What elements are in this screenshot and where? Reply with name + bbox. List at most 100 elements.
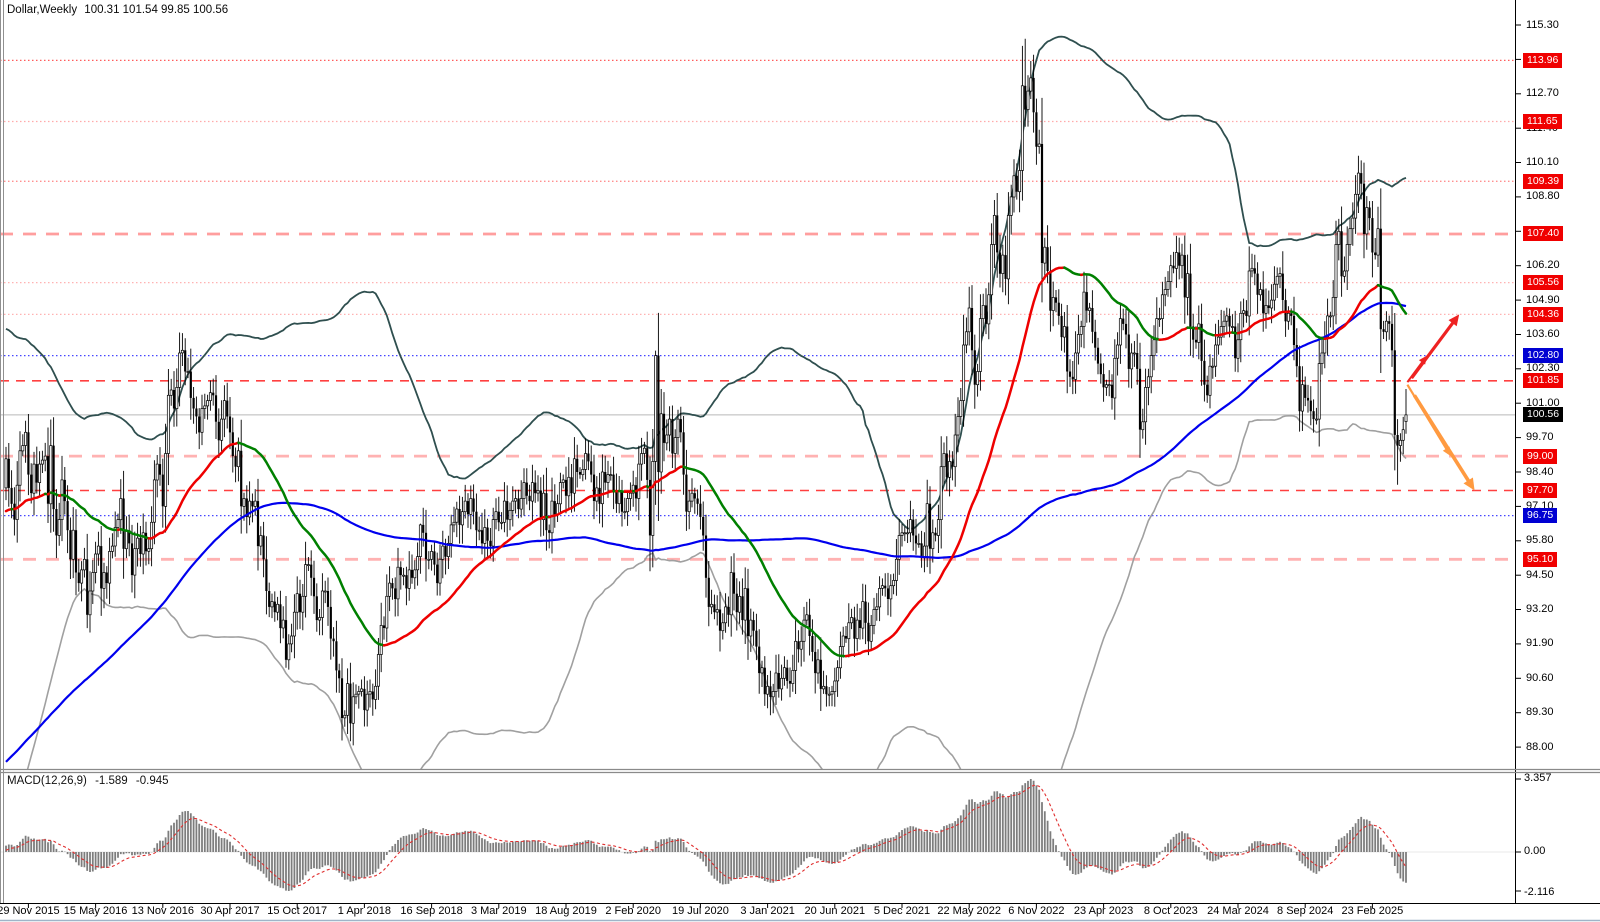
projection-arrowhead-1	[1448, 314, 1460, 327]
trend-ma-segment	[1236, 310, 1293, 335]
candle-wicks	[5, 38, 1407, 746]
bollinger-lower-band	[26, 414, 1407, 769]
price-badge-99.00: 99.00	[1523, 448, 1558, 464]
date-label-3-Jan-2021: 3 Jan 2021	[740, 905, 795, 917]
moving-averages	[4, 266, 1408, 763]
date-label-8-Oct-2023: 8 Oct 2023	[1143, 905, 1198, 917]
macd-axis-min: -2.116	[1524, 886, 1555, 898]
date-label-23-Apr-2023: 23 Apr 2023	[1073, 905, 1134, 917]
date-label-19-Jul-2020: 19 Jul 2020	[671, 905, 729, 917]
trend-ma-segment	[237, 441, 386, 647]
date-label-23-Feb-2025: 23 Feb 2025	[1341, 905, 1404, 917]
date-label-6-Nov-2022: 6 Nov 2022	[1008, 905, 1065, 917]
ohlc-values: 100.31 101.54 99.85 100.56	[84, 4, 229, 16]
price-badge-95.10: 95.10	[1523, 551, 1558, 567]
price-tick-103.60: 103.60	[1526, 327, 1560, 340]
trend-ma-segment	[648, 465, 685, 490]
date-label-18-Aug-2019: 18 Aug 2019	[535, 905, 597, 917]
chart-title: Dollar,Weekly 100.31 101.54 99.85 100.56	[7, 4, 232, 16]
trend-ma-segment	[1186, 326, 1198, 330]
price-badge-113.96: 113.96	[1523, 52, 1563, 68]
trend-ma-segment	[147, 441, 240, 540]
price-tick-90.60: 90.60	[1526, 671, 1554, 684]
date-label-24-Mar-2024: 24 Mar 2024	[1207, 905, 1269, 917]
date-label-30-Apr-2017: 30 Apr 2017	[200, 905, 260, 917]
price-badge-102.80: 102.80	[1523, 348, 1564, 364]
trend-ma-segment	[382, 515, 548, 647]
bollinger-upper-band	[5, 35, 1407, 530]
date-label-5-Dec-2021: 5 Dec 2021	[873, 905, 931, 917]
price-tick-98.40: 98.40	[1526, 465, 1554, 478]
price-badge-97.70: 97.70	[1523, 483, 1558, 499]
macd-indicator	[0, 779, 1515, 891]
macd-histogram	[5, 779, 1407, 891]
trend-ma-segment	[1289, 310, 1327, 341]
date-label-16-Sep-2018: 16 Sep 2018	[400, 905, 463, 917]
price-tick-94.50: 94.50	[1526, 568, 1554, 581]
price-badge-109.39: 109.39	[1523, 173, 1564, 189]
date-label-13-Nov-2016: 13 Nov 2016	[131, 905, 194, 917]
date-label-22-May-2022: 22 May 2022	[937, 905, 1001, 917]
date-label-15-Oct-2017: 15 Oct 2017	[267, 905, 328, 917]
price-tick-108.80: 108.80	[1526, 190, 1560, 203]
price-tick-106.20: 106.20	[1526, 259, 1560, 272]
macd-signal-line	[5, 784, 1407, 887]
date-label-3-Mar-2019: 3 Mar 2019	[470, 905, 527, 917]
trend-ma-segment	[844, 266, 1066, 658]
trend-ma-segment	[547, 489, 615, 519]
trend-ma-segment	[682, 465, 848, 658]
trend-ma-segment	[1082, 273, 1161, 341]
price-badge-101.85: 101.85	[1523, 373, 1564, 389]
trend-ma-segment	[1197, 326, 1217, 337]
price-badge-96.75: 96.75	[1523, 508, 1558, 524]
projection-arrows[interactable]	[1406, 314, 1475, 491]
price-tick-88.00: 88.00	[1526, 740, 1554, 753]
trend-ma-segment	[1063, 266, 1083, 277]
date-label-2-Feb-2020: 2 Feb 2020	[605, 905, 662, 917]
date-label-1-Apr-2018: 1 Apr 2018	[337, 905, 391, 917]
projection-arrow-3[interactable]	[1412, 394, 1473, 486]
axis-tick-marks	[27, 24, 1521, 908]
date-label-8-Sep-2024: 8 Sep 2024	[1277, 905, 1334, 917]
price-tick-115.30: 115.30	[1526, 18, 1559, 31]
price-tick-91.90: 91.90	[1526, 637, 1554, 650]
trend-ma-segment	[1214, 331, 1234, 337]
macd-indicator-label: MACD(12,26,9) -1.589 -0.945	[7, 775, 174, 787]
macd-name: MACD(12,26,9)	[7, 775, 87, 787]
date-label-15-May-2016: 15 May 2016	[63, 905, 128, 917]
price-tick-95.80: 95.80	[1526, 534, 1554, 547]
window-left-border-inner	[3, 0, 4, 903]
macd-signal-value: -0.945	[135, 775, 169, 787]
date-label-20-Jun-2021: 20 Jun 2021	[804, 905, 866, 917]
horizontal-level-lines	[0, 59, 1515, 561]
trend-ma-segment	[60, 493, 120, 532]
trend-ma-segment	[13, 492, 47, 511]
projection-arrow-1[interactable]	[1410, 318, 1457, 380]
price-tick-112.70: 112.70	[1526, 87, 1559, 100]
price-badge-105.56: 105.56	[1523, 275, 1564, 291]
macd-value: -1.589	[95, 775, 128, 787]
price-tick-101.00: 101.00	[1526, 396, 1560, 409]
macd-axis-zero: 0.00	[1524, 845, 1546, 857]
projection-arrowhead-3	[1463, 477, 1475, 491]
price-tick-110.10: 110.10	[1526, 156, 1559, 169]
price-badge-100.56: 100.56	[1523, 407, 1564, 423]
symbol-timeframe-label: Dollar,Weekly	[7, 4, 78, 16]
trend-ma-segment	[1323, 283, 1380, 341]
trend-ma-segment	[623, 489, 635, 494]
slow-ma-line	[5, 301, 1407, 763]
price-tick-104.90: 104.90	[1526, 293, 1560, 306]
price-tick-99.70: 99.70	[1526, 431, 1554, 444]
trend-ma-segment	[119, 527, 151, 540]
price-badge-111.65: 111.65	[1523, 114, 1562, 130]
price-tick-93.20: 93.20	[1526, 603, 1554, 616]
price-tick-102.30: 102.30	[1526, 362, 1560, 375]
bollinger-bands	[5, 35, 1407, 769]
trend-ma-segment	[1376, 283, 1408, 315]
macd-axis-max: 3.357	[1524, 772, 1552, 784]
trend-ma-segment	[1158, 326, 1189, 341]
price-tick-89.30: 89.30	[1526, 706, 1554, 719]
